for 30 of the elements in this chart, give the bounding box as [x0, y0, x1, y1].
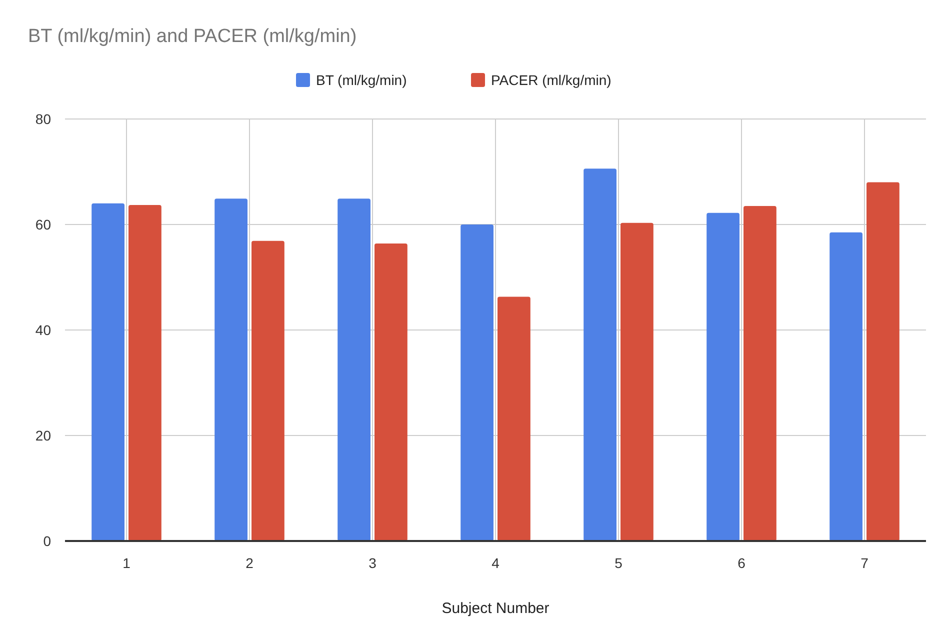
bar: [620, 222, 654, 541]
legend-label: PACER (ml/kg/min): [491, 72, 612, 88]
x-tick-label: 1: [122, 555, 131, 571]
bar: [498, 296, 530, 541]
x-tick-label: 4: [492, 555, 500, 571]
x-tick-label: 5: [614, 555, 623, 571]
y-tick-label: 40: [35, 322, 52, 338]
x-tick-label: 6: [738, 555, 746, 571]
bar: [584, 168, 616, 541]
y-tick-label: 80: [35, 110, 52, 127]
bar: [830, 232, 862, 541]
x-tick-label: 2: [246, 555, 254, 571]
y-tick-label: 60: [35, 216, 52, 232]
bar: [374, 243, 408, 541]
y-tick-label: 0: [43, 532, 52, 549]
legend-label: BT (ml/kg/min): [316, 72, 407, 88]
x-axis-title: Subject Number: [442, 600, 550, 617]
bar: [460, 224, 494, 541]
x-tick-label: 3: [368, 555, 377, 571]
bar: [744, 206, 776, 541]
bar: [252, 240, 284, 541]
bar: [214, 198, 248, 541]
bar: [92, 203, 124, 541]
bar: [706, 212, 740, 541]
bar: [128, 204, 162, 541]
chart-title: BT (ml/kg/min) and PACER (ml/kg/min): [28, 26, 357, 47]
bar: [338, 198, 370, 541]
x-tick-label: 7: [860, 555, 869, 571]
y-tick-label: 20: [35, 427, 52, 444]
bar: [866, 182, 900, 541]
